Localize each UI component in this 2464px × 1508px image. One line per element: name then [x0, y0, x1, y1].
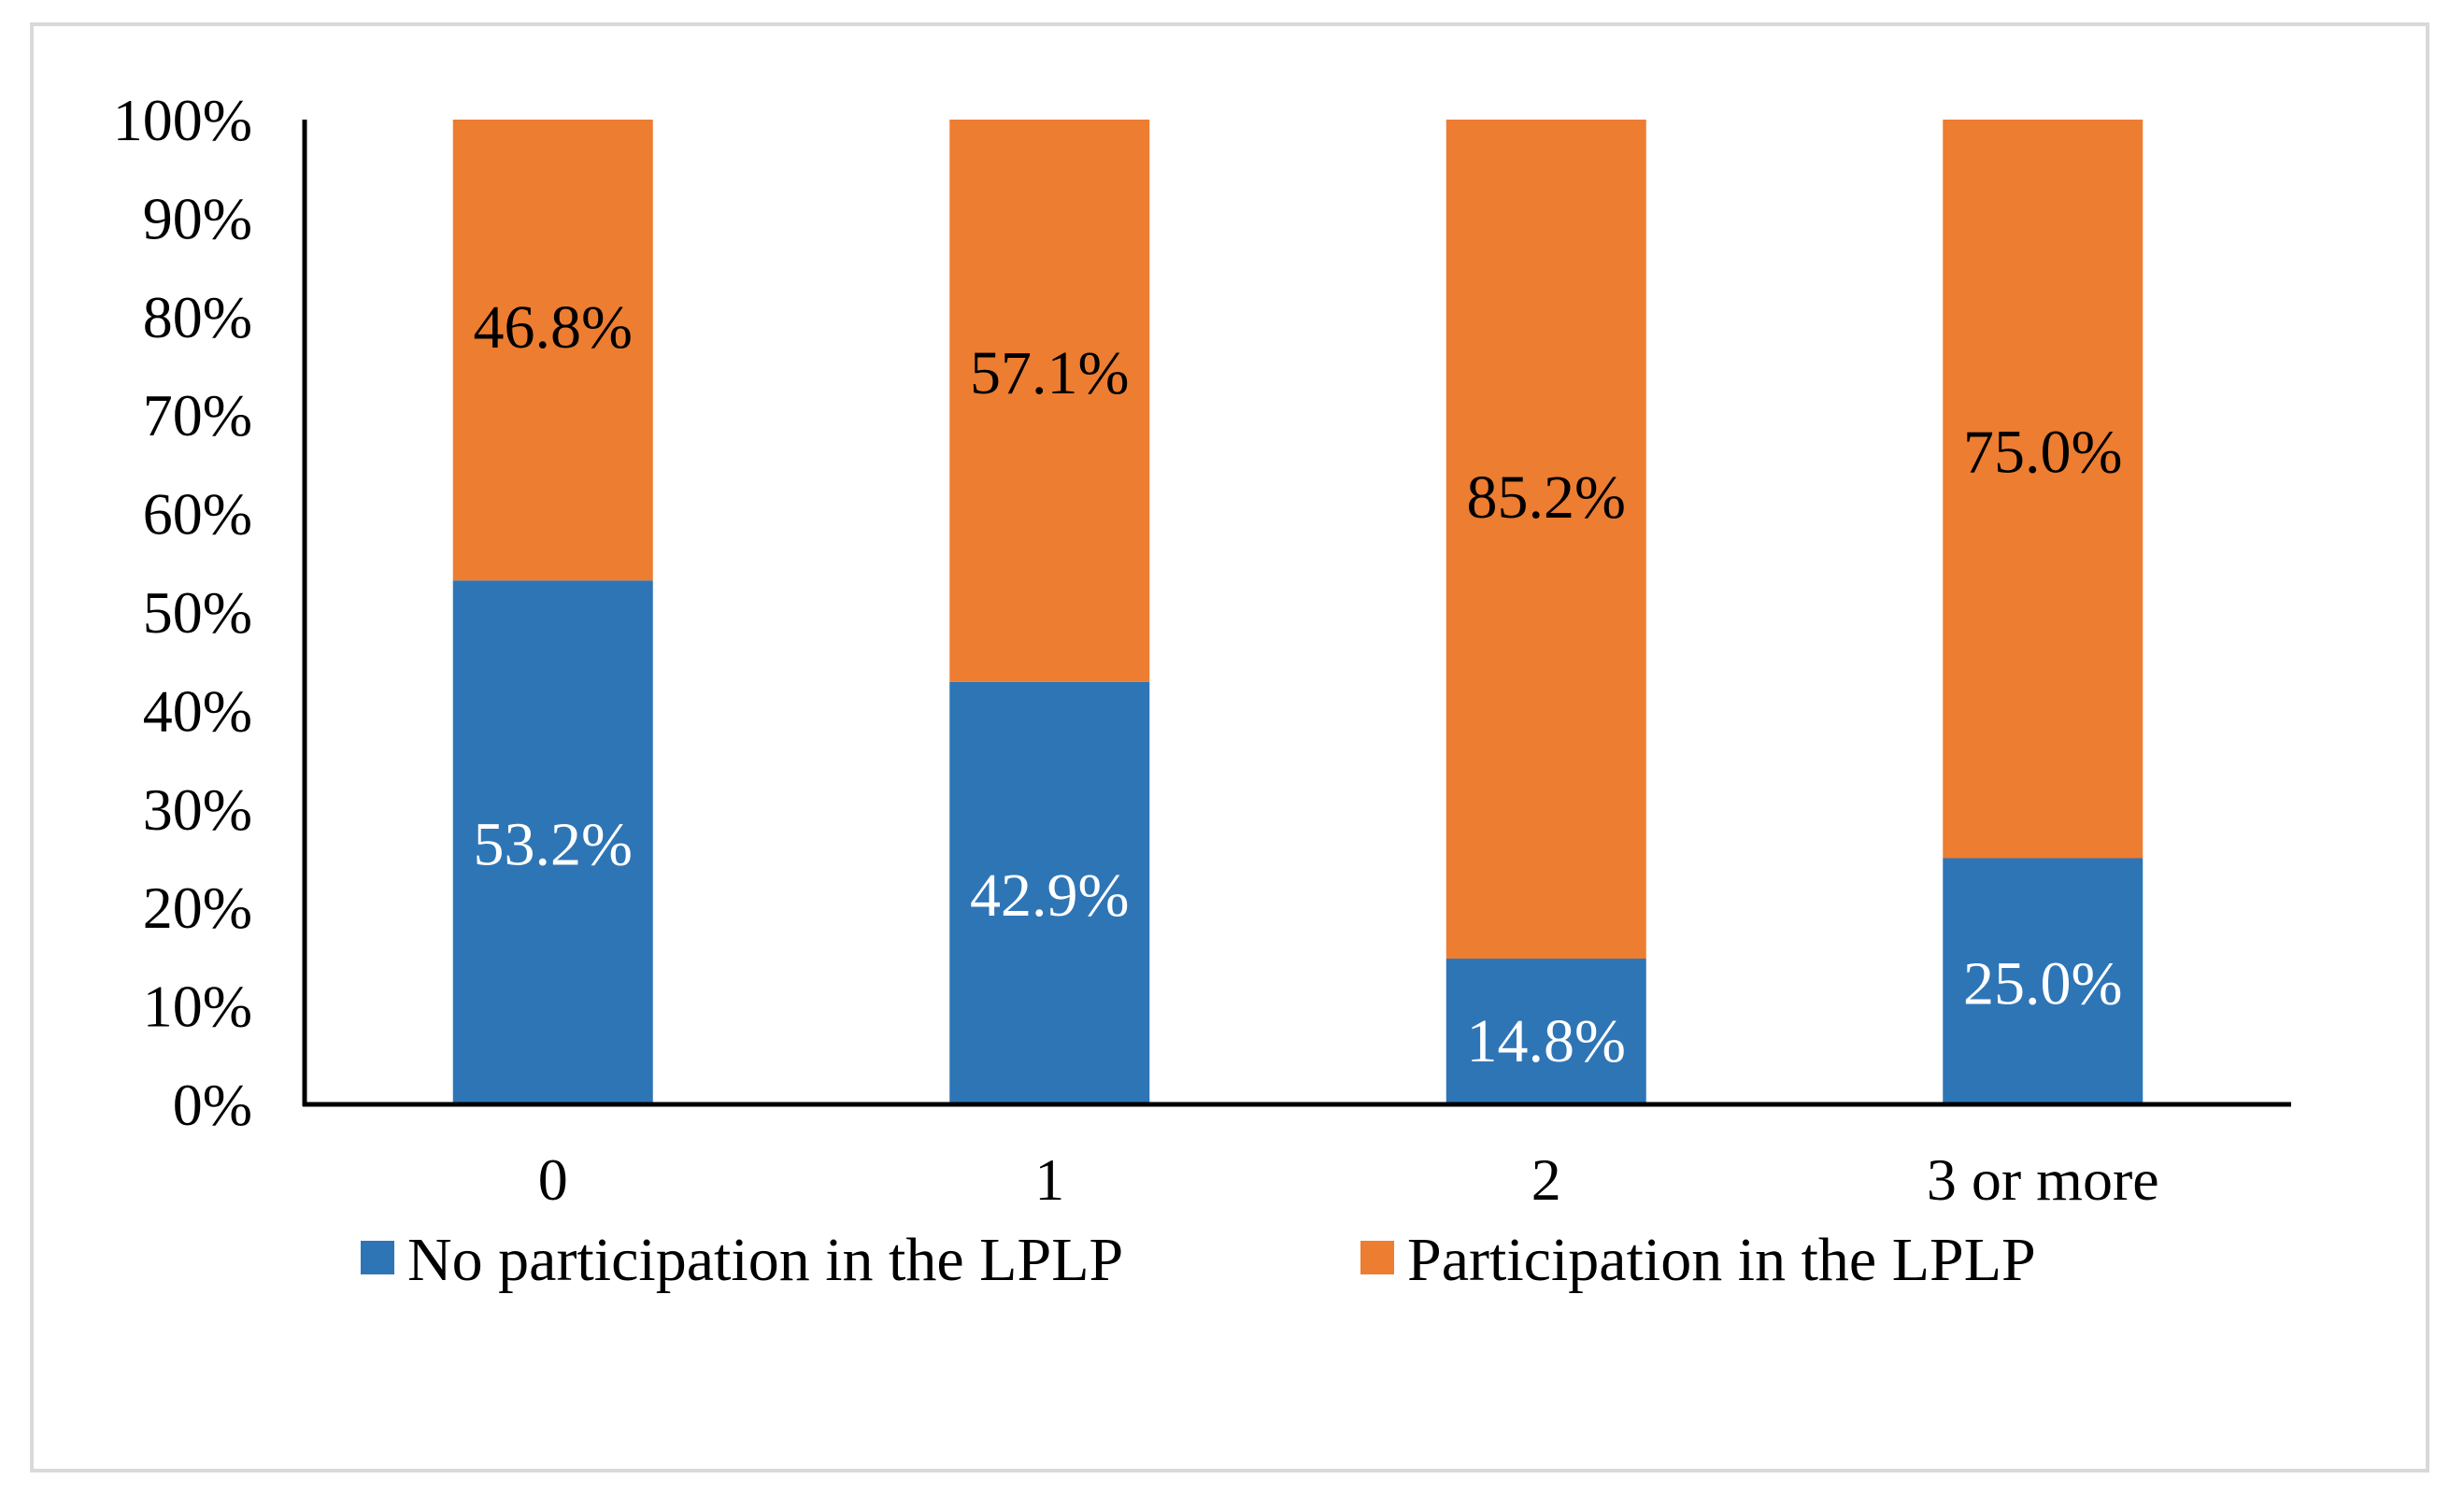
chart-frame: 0% 10% 20% 30% 40% 50% 60% 70% 80% 90% 100% 53.2% 46… [30, 22, 2429, 1472]
legend-swatch [1360, 1241, 1394, 1274]
data-label: 46.8% [474, 293, 633, 362]
legend-swatch [361, 1241, 394, 1274]
x-tick-label: 3 or more [1927, 1146, 2159, 1213]
x-tick-label: 1 [1034, 1146, 1064, 1213]
data-label: 53.2% [474, 811, 633, 879]
legend-label: No participation in the LPLP [407, 1226, 1123, 1294]
bar-segment [1446, 959, 1646, 1104]
stacked-bar-chart: 0% 10% 20% 30% 40% 50% 60% 70% 80% 90% 100% 53.2% 46… [113, 87, 2291, 1294]
y-tick-label: 20% [143, 875, 252, 941]
y-tick-label: 100% [113, 87, 252, 153]
bar-segment [949, 120, 1150, 682]
data-label: 25.0% [1963, 949, 2122, 1017]
data-label: 85.2% [1467, 463, 1626, 532]
y-tick-label: 40% [143, 677, 252, 744]
y-tick-label: 0% [173, 1072, 252, 1138]
y-tick-label: 60% [143, 481, 252, 548]
legend-label: Participation in the LPLP [1407, 1226, 2036, 1294]
y-tick-label: 80% [143, 284, 252, 350]
y-tick-label: 70% [143, 382, 252, 448]
bar-segment [452, 120, 653, 581]
bar-segment [452, 580, 653, 1104]
data-label: 42.9% [970, 861, 1129, 930]
y-tick-label: 90% [143, 185, 252, 251]
y-tick-label: 50% [143, 579, 252, 646]
data-label: 57.1% [970, 339, 1129, 407]
bar-segment [1446, 120, 1646, 960]
bar-segment [1943, 120, 2144, 859]
y-tick-label: 10% [143, 974, 252, 1040]
bar-segment [949, 681, 1150, 1104]
x-tick-label: 0 [538, 1146, 568, 1213]
x-tick-label: 2 [1531, 1146, 1561, 1213]
y-tick-label: 30% [143, 776, 252, 843]
bar-segment [1943, 858, 2144, 1104]
data-label: 75.0% [1963, 419, 2122, 487]
data-label: 14.8% [1467, 1007, 1626, 1075]
